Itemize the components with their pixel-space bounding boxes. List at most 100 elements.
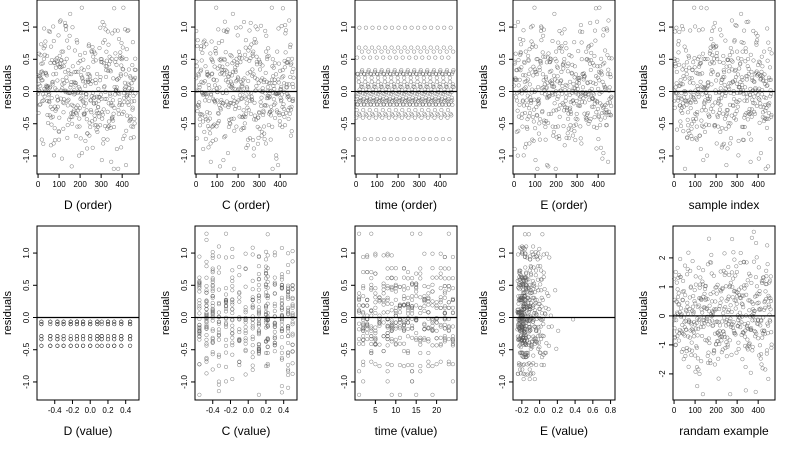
residual-point bbox=[197, 281, 202, 286]
residual-point bbox=[732, 257, 737, 262]
residual-point bbox=[719, 338, 724, 343]
residual-point bbox=[251, 49, 256, 54]
residual-point bbox=[356, 75, 361, 80]
residual-point bbox=[210, 284, 215, 289]
residual-point bbox=[546, 324, 551, 329]
residual-point bbox=[693, 282, 698, 287]
residual-point bbox=[71, 108, 76, 113]
residual-point bbox=[730, 237, 735, 242]
x-tick-label: 20 bbox=[432, 406, 441, 415]
y-tick-label: -0.5 bbox=[340, 116, 349, 130]
residual-point bbox=[381, 299, 386, 304]
residual-point bbox=[677, 302, 682, 307]
residual-point bbox=[555, 74, 560, 79]
residual-point bbox=[105, 337, 111, 342]
residual-point bbox=[96, 86, 101, 91]
residual-point bbox=[389, 326, 394, 331]
residual-point bbox=[730, 59, 735, 64]
residual-point bbox=[529, 45, 534, 50]
residual-point bbox=[723, 345, 728, 350]
residual-point bbox=[216, 327, 221, 332]
residual-point bbox=[735, 104, 740, 109]
residual-point bbox=[753, 329, 758, 334]
residual-point bbox=[97, 78, 102, 83]
residual-point bbox=[374, 55, 379, 60]
residual-point bbox=[361, 96, 366, 101]
residual-point bbox=[565, 69, 570, 74]
residual-point bbox=[674, 127, 680, 132]
x-tick-label: 300 bbox=[412, 180, 426, 189]
residual-point bbox=[753, 86, 758, 91]
residual-point bbox=[401, 137, 406, 142]
residual-point bbox=[750, 88, 755, 93]
residual-point bbox=[204, 290, 209, 295]
residual-point bbox=[442, 284, 447, 289]
residual-point bbox=[438, 300, 443, 305]
residual-point bbox=[125, 100, 130, 105]
residual-point bbox=[430, 266, 435, 271]
residual-point bbox=[262, 103, 268, 108]
residual-point bbox=[404, 84, 409, 89]
residual-point bbox=[763, 96, 769, 101]
residual-point bbox=[374, 108, 379, 113]
residual-point bbox=[729, 309, 734, 314]
residual-point bbox=[756, 156, 761, 161]
residual-point bbox=[125, 28, 130, 33]
residual-point bbox=[205, 124, 211, 129]
residual-point bbox=[230, 352, 235, 357]
residual-point bbox=[442, 339, 447, 344]
residual-point bbox=[197, 323, 202, 328]
residual-point bbox=[422, 336, 427, 341]
residual-point bbox=[229, 81, 234, 86]
residual-point bbox=[680, 82, 685, 87]
residual-point bbox=[550, 124, 555, 129]
residual-point bbox=[731, 97, 737, 102]
residual-point bbox=[117, 103, 122, 108]
residual-point bbox=[423, 95, 428, 100]
residual-point bbox=[754, 284, 759, 289]
residual-point bbox=[696, 367, 701, 372]
residual-point bbox=[735, 72, 741, 77]
residual-point bbox=[446, 362, 451, 367]
residual-point bbox=[410, 98, 416, 103]
residual-point bbox=[38, 53, 43, 58]
residual-point bbox=[389, 308, 394, 313]
residual-point bbox=[524, 255, 529, 260]
residual-point bbox=[749, 114, 754, 119]
residual-point bbox=[223, 134, 228, 139]
residual-point bbox=[197, 327, 202, 332]
residual-point bbox=[721, 111, 726, 116]
residual-point bbox=[532, 324, 537, 329]
residual-point bbox=[216, 310, 221, 315]
residual-point bbox=[695, 84, 700, 89]
residual-point bbox=[723, 270, 728, 275]
residual-point bbox=[123, 163, 129, 168]
residual-point bbox=[410, 335, 415, 340]
residual-point bbox=[250, 326, 255, 331]
residual-point bbox=[92, 95, 97, 100]
residual-point bbox=[418, 68, 423, 73]
residual-point bbox=[365, 98, 370, 103]
residual-point bbox=[744, 292, 749, 297]
residual-point bbox=[250, 324, 255, 329]
residual-point bbox=[738, 61, 743, 66]
residual-point bbox=[209, 92, 214, 98]
residual-point bbox=[93, 81, 98, 86]
residual-point bbox=[418, 350, 423, 356]
residual-point bbox=[237, 363, 242, 368]
residual-point bbox=[698, 60, 704, 65]
residual-point bbox=[375, 71, 380, 76]
residual-point bbox=[579, 40, 584, 45]
residual-point bbox=[365, 316, 370, 321]
residual-point bbox=[286, 372, 291, 378]
residual-point bbox=[210, 250, 215, 255]
residual-point bbox=[426, 291, 431, 296]
residual-point bbox=[230, 331, 235, 336]
residual-point bbox=[609, 94, 614, 99]
residual-point bbox=[577, 75, 582, 80]
y-tick-label: 0.5 bbox=[180, 53, 189, 65]
residual-point bbox=[743, 388, 748, 393]
residual-point bbox=[538, 317, 543, 322]
residual-point bbox=[426, 325, 431, 330]
residual-point bbox=[379, 82, 384, 87]
